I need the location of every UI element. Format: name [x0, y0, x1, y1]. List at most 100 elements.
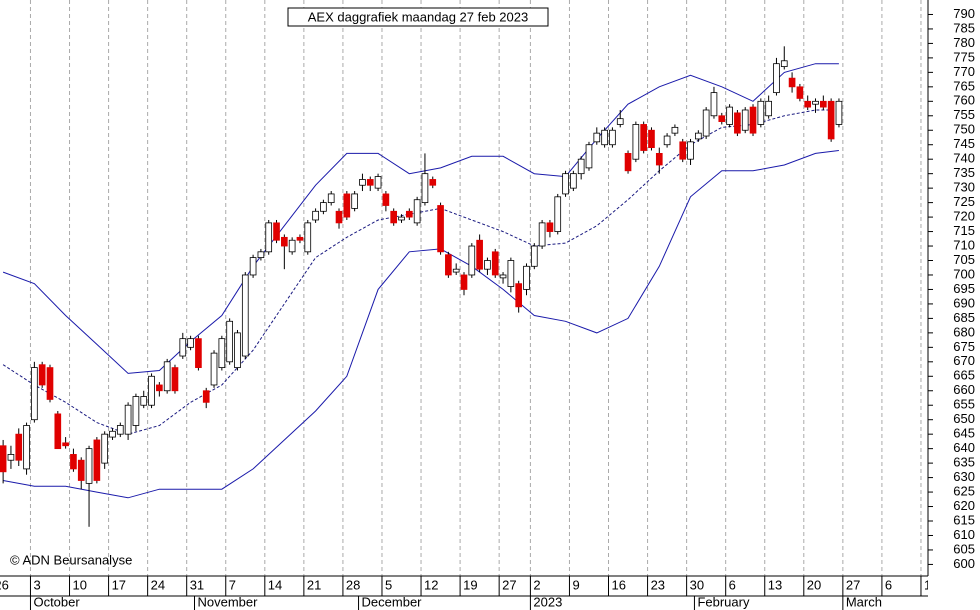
- candle-body: [210, 352, 218, 386]
- bollinger-band: [3, 150, 839, 499]
- candle-body: [46, 367, 54, 400]
- candle-body: [249, 257, 257, 276]
- candle-body: [226, 320, 233, 363]
- y-tick-label: 720: [953, 209, 975, 224]
- y-tick-label: 605: [953, 541, 975, 556]
- y-tick-label: 785: [953, 20, 975, 35]
- y-tick-label: 625: [953, 483, 975, 498]
- candle-body: [140, 396, 148, 406]
- candle-body: [374, 176, 382, 189]
- y-tick-label: 650: [953, 411, 975, 426]
- y-tick-label: 700: [953, 266, 975, 281]
- candle-body: [609, 129, 616, 146]
- candle-body: [7, 454, 15, 461]
- candle-body: [445, 254, 452, 276]
- x-tick-label: 5: [385, 577, 392, 592]
- x-tick-label: 13: [924, 577, 938, 592]
- candle-body: [70, 454, 77, 470]
- candle-body: [710, 92, 718, 117]
- candle-body: [616, 118, 624, 125]
- candle-body: [195, 338, 202, 368]
- y-tick-label: 635: [953, 455, 975, 470]
- candle-body: [741, 109, 749, 131]
- candle-body: [624, 153, 632, 172]
- candle-body: [179, 338, 187, 357]
- y-tick-label: 705: [953, 252, 975, 267]
- candle-body: [530, 245, 538, 267]
- candle-body: [788, 77, 796, 88]
- candle-body: [132, 396, 140, 426]
- candle-body: [819, 100, 827, 108]
- candle-body: [538, 222, 546, 247]
- candle-body: [655, 153, 663, 166]
- candle-body: [163, 361, 171, 392]
- y-tick-label: 620: [953, 498, 975, 513]
- y-tick-label: 695: [953, 281, 975, 296]
- month-label: November: [198, 594, 259, 609]
- y-tick-label: 685: [953, 310, 975, 325]
- candle-body: [38, 364, 46, 386]
- y-tick-label: 600: [953, 556, 975, 571]
- candle-body: [570, 173, 577, 189]
- y-tick-label: 765: [953, 78, 975, 93]
- candle-body: [327, 193, 335, 204]
- candle-body: [671, 126, 679, 134]
- candle-body: [382, 193, 390, 206]
- candle-body: [109, 430, 116, 438]
- candle-body: [335, 210, 343, 224]
- y-tick-label: 655: [953, 397, 975, 412]
- y-tick-label: 690: [953, 295, 975, 310]
- x-tick-label: 10: [73, 577, 87, 592]
- x-tick-label: 20: [807, 577, 821, 592]
- y-tick-label: 715: [953, 223, 975, 238]
- candle-body: [202, 390, 210, 403]
- candle-body: [749, 106, 757, 134]
- candle-body: [468, 245, 476, 276]
- y-tick-label: 770: [953, 64, 975, 79]
- x-tick-label: 27: [502, 577, 516, 592]
- candle-body: [476, 239, 483, 270]
- candle-body: [515, 283, 523, 308]
- month-label: March: [846, 594, 882, 609]
- candle-body: [773, 63, 780, 94]
- candle-body: [0, 445, 7, 473]
- candle-body: [31, 367, 38, 421]
- candle-body: [156, 384, 163, 392]
- candle-body: [304, 222, 312, 253]
- x-tick-label: 6: [729, 577, 736, 592]
- x-tick-label: 23: [651, 577, 665, 592]
- candle-body: [523, 265, 530, 290]
- y-tick-label: 680: [953, 324, 975, 339]
- y-tick-label: 665: [953, 368, 975, 383]
- x-tick-label: 14: [268, 577, 282, 592]
- title-box: [287, 7, 549, 27]
- candle-body: [484, 260, 491, 270]
- candle-body: [281, 236, 288, 247]
- candle-body: [171, 367, 179, 392]
- candle-body: [804, 100, 812, 108]
- candle-body: [398, 216, 405, 221]
- candle-body: [351, 193, 358, 209]
- x-tick-label: 31: [190, 577, 204, 592]
- candle-body: [273, 222, 280, 241]
- x-tick-label: 17: [112, 577, 126, 592]
- month-label: October: [33, 594, 80, 609]
- candle-body: [593, 132, 601, 143]
- x-tick-label: 6: [885, 577, 892, 592]
- candle-body: [585, 144, 593, 169]
- candle-body: [757, 100, 765, 125]
- y-tick-label: 775: [953, 49, 975, 64]
- x-tick-label: 24: [151, 577, 165, 592]
- candle-body: [601, 129, 608, 146]
- candle-body: [390, 210, 398, 224]
- y-tick-label: 790: [953, 6, 975, 21]
- candle-body: [734, 112, 741, 134]
- candle-body: [562, 173, 569, 195]
- y-tick-label: 730: [953, 180, 975, 195]
- y-tick-label: 670: [953, 353, 975, 368]
- candle-body: [796, 86, 804, 99]
- y-tick-label: 725: [953, 194, 975, 209]
- y-tick-label: 640: [953, 440, 975, 455]
- x-tick-label: 12: [424, 577, 438, 592]
- candle-body: [546, 222, 554, 232]
